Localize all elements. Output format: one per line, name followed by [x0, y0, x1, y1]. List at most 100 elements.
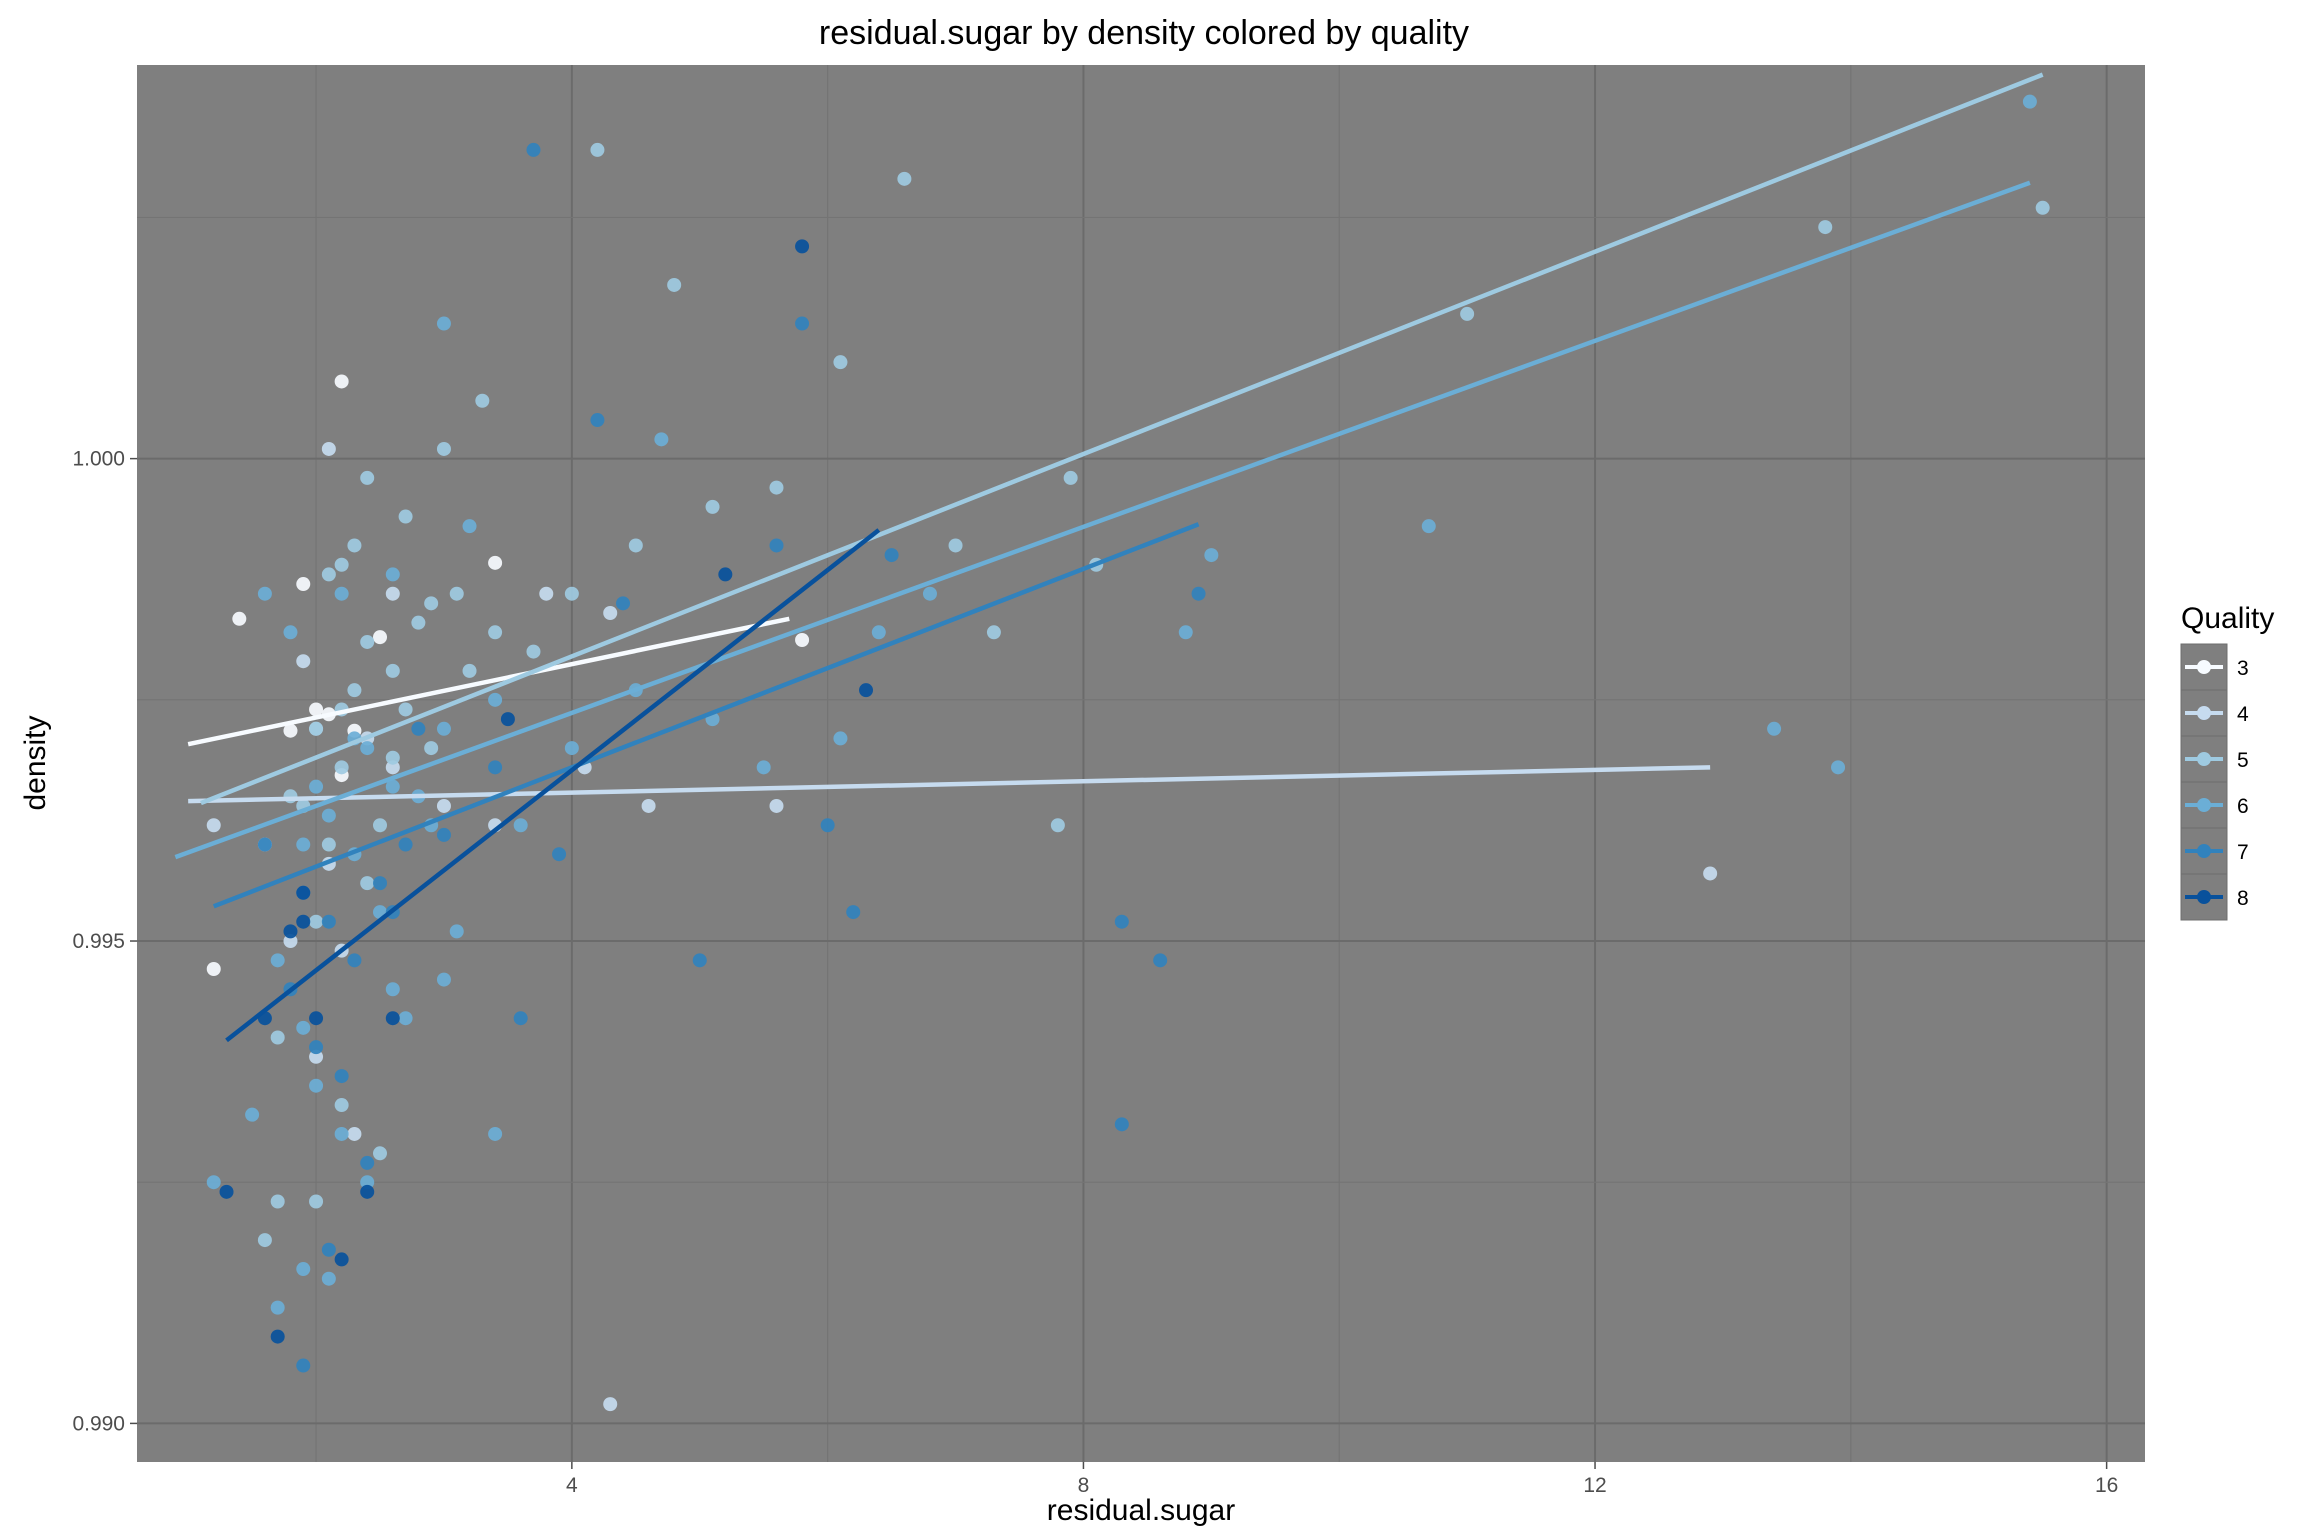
data-point-quality-5 — [833, 355, 848, 370]
data-point-quality-4 — [347, 1126, 362, 1141]
data-point-quality-6 — [296, 1020, 311, 1035]
data-point-quality-4 — [1703, 866, 1718, 881]
data-point-quality-3 — [206, 961, 221, 976]
y-tick-label: 0.995 — [72, 930, 125, 953]
data-point-quality-6 — [385, 982, 400, 997]
data-point-quality-6 — [257, 586, 272, 601]
data-point-quality-6 — [283, 625, 298, 640]
data-point-quality-5 — [398, 702, 413, 717]
data-point-quality-7 — [398, 837, 413, 852]
data-point-quality-4 — [385, 586, 400, 601]
data-point-quality-5 — [436, 441, 451, 456]
fit-line-quality-8 — [225, 528, 881, 1043]
data-point-quality-5 — [309, 721, 324, 736]
data-point-quality-5 — [334, 557, 349, 572]
data-point-quality-8 — [309, 1011, 324, 1026]
data-point-quality-6 — [1831, 760, 1846, 775]
data-point-quality-7 — [513, 1011, 528, 1026]
data-point-quality-6 — [385, 567, 400, 582]
data-point-quality-5 — [373, 1146, 388, 1161]
legend-title: Quality — [2181, 602, 2274, 635]
data-point-quality-8 — [296, 914, 311, 929]
data-point-quality-6 — [309, 779, 324, 794]
points-layer — [206, 94, 2050, 1412]
data-point-quality-6 — [385, 779, 400, 794]
data-point-quality-3 — [488, 555, 503, 570]
chart-title: residual.sugar by density colored by qua… — [819, 14, 1469, 52]
data-point-quality-5 — [334, 760, 349, 775]
data-point-quality-5 — [385, 750, 400, 765]
y-tick-label: 1.000 — [72, 448, 125, 471]
data-point-quality-6 — [334, 1126, 349, 1141]
data-point-quality-7 — [411, 721, 426, 736]
data-point-quality-6 — [206, 1175, 221, 1190]
data-point-quality-6 — [871, 625, 886, 640]
data-point-quality-5 — [769, 480, 784, 495]
data-point-quality-7 — [1191, 586, 1206, 601]
data-point-quality-3 — [795, 633, 810, 648]
data-point-quality-8 — [270, 1329, 285, 1344]
data-point-quality-6 — [513, 818, 528, 833]
data-point-quality-4 — [603, 1397, 618, 1412]
data-point-quality-4 — [283, 934, 298, 949]
legend-key-point — [2197, 752, 2211, 766]
y-axis-label: density — [19, 715, 52, 810]
data-point-quality-7 — [436, 827, 451, 842]
data-point-quality-7 — [590, 413, 605, 428]
data-point-quality-5 — [360, 634, 375, 649]
data-point-quality-6 — [360, 741, 375, 756]
data-point-quality-3 — [373, 630, 388, 645]
plot-panel — [137, 65, 2145, 1462]
data-point-quality-7 — [321, 914, 336, 929]
data-point-quality-7 — [488, 760, 503, 775]
data-point-quality-4 — [296, 654, 311, 669]
data-point-quality-7 — [846, 905, 861, 920]
data-point-quality-6 — [922, 586, 937, 601]
data-point-quality-7 — [1114, 914, 1129, 929]
data-point-quality-5 — [628, 538, 643, 553]
data-point-quality-3 — [309, 702, 324, 717]
data-point-quality-5 — [257, 1233, 272, 1248]
data-point-quality-5 — [449, 586, 464, 601]
data-point-quality-6 — [488, 1126, 503, 1141]
data-point-quality-6 — [436, 721, 451, 736]
data-point-quality-4 — [436, 798, 451, 813]
data-point-quality-6 — [564, 741, 579, 756]
data-point-quality-8 — [718, 567, 733, 582]
data-point-quality-5 — [309, 914, 324, 929]
data-point-quality-6 — [654, 432, 669, 447]
data-point-quality-8 — [500, 712, 515, 727]
data-point-quality-7 — [373, 876, 388, 891]
data-point-quality-8 — [334, 1252, 349, 1267]
data-point-quality-6 — [449, 924, 464, 939]
data-point-quality-6 — [488, 692, 503, 707]
legend-key-point — [2197, 890, 2211, 904]
data-point-quality-7 — [795, 316, 810, 331]
data-point-quality-6 — [2022, 94, 2037, 109]
data-point-quality-5 — [334, 1098, 349, 1113]
data-point-quality-8 — [859, 683, 874, 698]
data-point-quality-3 — [296, 577, 311, 592]
data-point-quality-4 — [321, 441, 336, 456]
data-point-quality-8 — [219, 1184, 234, 1199]
data-point-quality-5 — [564, 586, 579, 601]
data-point-quality-6 — [1204, 548, 1219, 563]
data-point-quality-5 — [385, 663, 400, 678]
data-point-quality-5 — [321, 837, 336, 852]
data-point-quality-5 — [1818, 220, 1833, 235]
data-point-quality-6 — [309, 1078, 324, 1093]
data-point-quality-7 — [692, 953, 707, 968]
data-point-quality-5 — [411, 615, 426, 630]
data-point-quality-7 — [360, 1155, 375, 1170]
data-point-quality-6 — [321, 808, 336, 823]
data-point-quality-4 — [309, 1049, 324, 1064]
data-point-quality-8 — [385, 1011, 400, 1026]
data-point-quality-7 — [769, 538, 784, 553]
data-point-quality-5 — [309, 1194, 324, 1209]
data-point-quality-5 — [1063, 470, 1078, 485]
legend-label-quality-4: 4 — [2237, 703, 2249, 726]
data-point-quality-7 — [820, 818, 835, 833]
data-point-quality-6 — [334, 586, 349, 601]
data-point-quality-7 — [296, 1358, 311, 1373]
data-point-quality-5 — [986, 625, 1001, 640]
